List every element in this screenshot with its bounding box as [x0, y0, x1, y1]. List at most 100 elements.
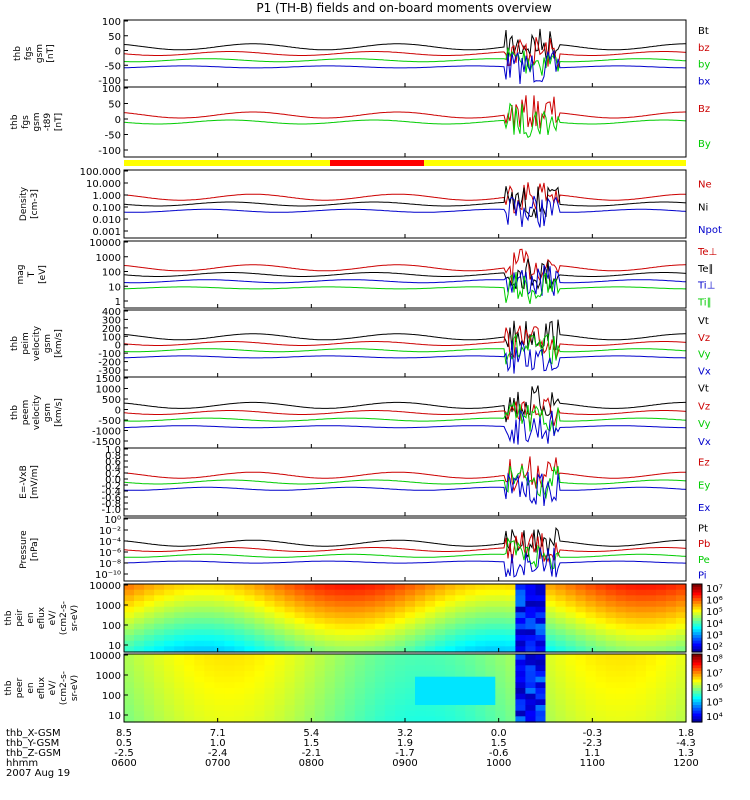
spectrogram-cell [384, 688, 396, 695]
spectrogram-cell [204, 716, 215, 723]
spectrogram-cell [465, 705, 476, 712]
spectrogram-cell [465, 640, 476, 647]
spectrogram-cell [555, 716, 567, 723]
spectrogram-cell [364, 699, 376, 706]
spectrogram-cell [585, 623, 597, 630]
y-tick-label: 10 [108, 641, 121, 652]
spectrogram-cell [435, 589, 446, 596]
spectrogram-cell [615, 699, 627, 706]
spectrogram-cell [555, 595, 567, 602]
spectrogram-cell [124, 589, 135, 596]
spectrogram-cell [575, 693, 587, 700]
colorbar-swatch [692, 676, 702, 681]
spectrogram-cell [354, 646, 366, 653]
spectrogram-cell [164, 654, 175, 661]
ephemeris-value: 1.3 [678, 748, 694, 759]
spectrogram-cell [144, 612, 155, 619]
spectrogram-cell [254, 606, 266, 613]
spectrogram-cell [124, 688, 135, 695]
spectrogram-cell [284, 710, 296, 717]
y-tick-label: 10⁻⁸ [99, 559, 121, 570]
spectrogram-cell [374, 699, 386, 706]
spectrogram-cell [234, 640, 245, 647]
spectrogram-cell [625, 595, 637, 602]
spectrogram-cell [304, 710, 316, 717]
spectrogram-cell [515, 654, 526, 661]
spectrogram-cell [264, 601, 276, 608]
colorbar-swatch [692, 671, 702, 675]
spectrogram-cell [184, 629, 195, 636]
spectrogram-cell [645, 705, 657, 712]
spectrogram-cell [274, 629, 286, 636]
spectrogram-cell [595, 606, 607, 613]
spectrogram-cell [354, 629, 366, 636]
spectrogram-cell [665, 584, 677, 591]
spectrogram-cell [645, 710, 657, 717]
colorbar-swatch [692, 654, 702, 658]
spectrogram-cell [244, 705, 255, 712]
spectrogram-cell [234, 595, 245, 602]
spectrogram-cell [575, 676, 587, 683]
spectrogram-cell [324, 601, 336, 608]
spectrogram-cell [455, 584, 466, 591]
spectrogram-cell [124, 659, 135, 666]
spectrogram-cell [565, 612, 577, 619]
colorbar-swatch [692, 635, 702, 639]
legend-label-Vz: Vz [698, 333, 710, 344]
spectrogram-cell [184, 601, 195, 608]
colorbar-swatch [692, 637, 702, 642]
spectrogram-cell [575, 716, 587, 723]
series-Vz [123, 397, 687, 427]
spectrogram-cell [284, 654, 296, 661]
spectrogram-cell [184, 665, 195, 672]
spectrogram-cell [184, 671, 195, 678]
spectrogram-cell [425, 659, 436, 666]
spectrogram-cell [204, 646, 215, 653]
spectrogram-cell [154, 693, 165, 700]
spectrogram-cell [645, 716, 657, 723]
spectrogram-cell [274, 659, 286, 666]
spectrogram-cell [264, 693, 276, 700]
colorbar-swatch [692, 643, 702, 647]
spectrogram-cell [485, 705, 496, 712]
series-Vx [123, 409, 686, 445]
spectrogram-cell [475, 589, 486, 596]
spectrogram-cell [334, 671, 346, 678]
spectrogram-cell [304, 688, 316, 695]
spectrogram-cell [324, 699, 336, 706]
legend-label-Ti⊥: Ti⊥ [697, 281, 715, 292]
spectrogram-cell [505, 601, 516, 608]
spectrogram-cell [605, 705, 617, 712]
spectrogram-cell [676, 693, 687, 700]
spectrogram-cell [485, 623, 496, 630]
spectrogram-cell [194, 710, 205, 717]
spectrogram-cell [555, 710, 567, 717]
spectrogram-cell [354, 693, 366, 700]
y-tick-label: 0.010 [92, 215, 121, 226]
spectrogram-cell [405, 595, 416, 602]
spectrogram-cell [585, 629, 597, 636]
spectrogram-cell [515, 629, 526, 636]
spectrogram-cell [124, 699, 135, 706]
spectrogram-cell [324, 646, 336, 653]
spectrogram-cell [455, 688, 466, 695]
y-tick-label: 500 [102, 395, 121, 406]
spectrogram-cell [314, 705, 326, 712]
spectrogram-cell [525, 595, 536, 602]
spectrogram-cell [655, 705, 667, 712]
spectrogram-cell [655, 623, 667, 630]
spectrogram-cell [384, 699, 396, 706]
spectrogram-cell [665, 665, 677, 672]
spectrogram-cell [204, 676, 215, 683]
spectrogram-cell [334, 640, 346, 647]
spectrogram-cell [455, 682, 466, 689]
spectrogram-cell [655, 676, 667, 683]
spectrogram-cell [535, 606, 547, 613]
series-Te⊥ [123, 248, 686, 284]
spectrogram-cell [676, 676, 687, 683]
spectrogram-cell [515, 688, 526, 695]
spectrogram-cell [144, 601, 155, 608]
spectrogram-cell [174, 589, 185, 596]
